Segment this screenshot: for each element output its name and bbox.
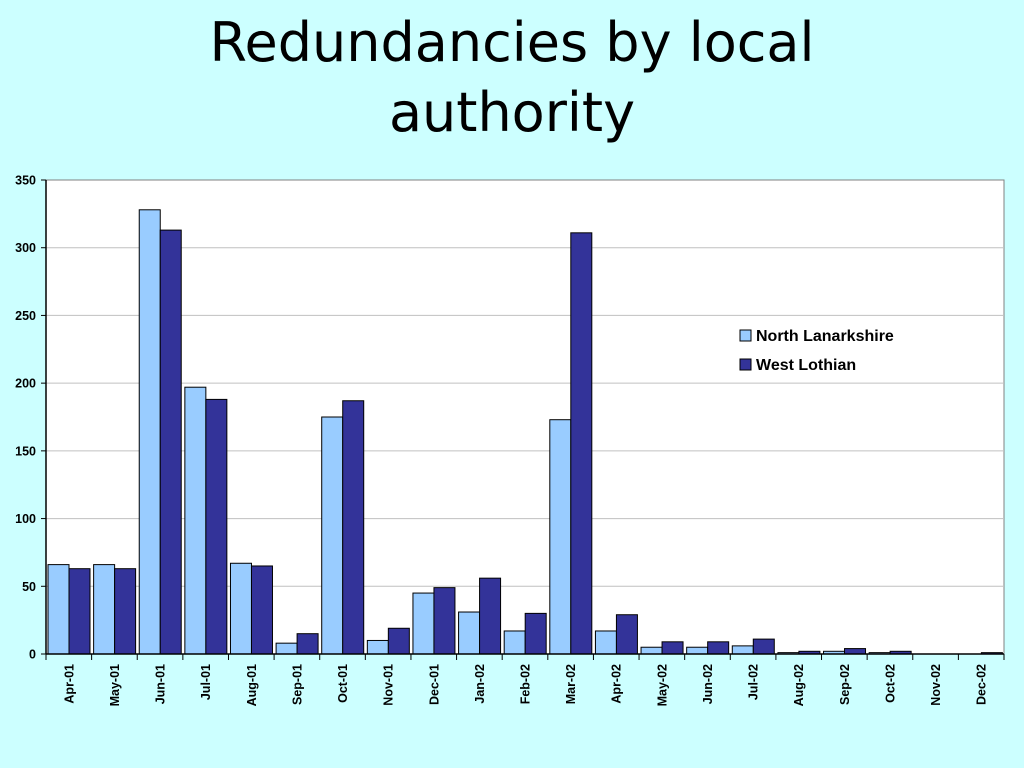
bar-west-lothian bbox=[387, 627, 410, 655]
bar-west-lothian bbox=[433, 587, 456, 655]
y-tick-label: 350 bbox=[15, 174, 36, 188]
bar-north-lanarkshire bbox=[275, 642, 298, 655]
x-tick-label: Jul-01 bbox=[199, 664, 213, 700]
y-tick-label: 50 bbox=[22, 580, 36, 594]
bar-west-lothian bbox=[524, 612, 547, 655]
bar-west-lothian bbox=[296, 633, 319, 655]
bar-west-lothian bbox=[342, 400, 365, 655]
bar-north-lanarkshire bbox=[458, 611, 481, 655]
x-tick-label: Jan-02 bbox=[473, 664, 487, 704]
bar-north-lanarkshire bbox=[549, 419, 572, 655]
bar-north-lanarkshire bbox=[47, 564, 70, 655]
legend-swatch bbox=[739, 358, 752, 371]
bar-north-lanarkshire bbox=[138, 209, 161, 655]
x-tick-label: Feb-02 bbox=[519, 664, 533, 704]
bar-north-lanarkshire bbox=[686, 646, 709, 655]
bar-north-lanarkshire bbox=[184, 386, 207, 655]
bar-west-lothian bbox=[752, 638, 775, 655]
bar-west-lothian bbox=[570, 232, 593, 655]
x-tick-label: Dec-02 bbox=[975, 664, 989, 705]
x-tick-label: Nov-02 bbox=[929, 664, 943, 706]
x-tick-label: Aug-02 bbox=[792, 664, 806, 706]
x-tick-label: Jul-02 bbox=[747, 664, 761, 700]
x-tick-label: Mar-02 bbox=[564, 664, 578, 704]
x-tick-label: Dec-01 bbox=[427, 664, 441, 705]
x-tick-label: Apr-02 bbox=[610, 664, 624, 704]
bar-west-lothian bbox=[68, 568, 91, 655]
y-tick-label: 250 bbox=[15, 309, 36, 323]
y-tick-label: 300 bbox=[15, 241, 36, 255]
bar-north-lanarkshire bbox=[412, 592, 435, 655]
x-tick-label: Jun-01 bbox=[154, 664, 168, 704]
bar-west-lothian bbox=[844, 648, 867, 655]
y-tick-label: 150 bbox=[15, 444, 36, 458]
y-tick-label: 100 bbox=[15, 512, 36, 526]
slide-title-line-1: Redundancies by local bbox=[209, 11, 815, 74]
bar-west-lothian bbox=[707, 641, 730, 655]
x-tick-label: Sep-02 bbox=[838, 664, 852, 705]
bar-west-lothian bbox=[205, 398, 228, 655]
bar-west-lothian bbox=[114, 568, 137, 655]
legend-swatch bbox=[739, 329, 752, 342]
bar-north-lanarkshire bbox=[93, 564, 116, 655]
x-tick-label: May-02 bbox=[655, 664, 669, 706]
bar-north-lanarkshire bbox=[594, 630, 617, 655]
bar-west-lothian bbox=[615, 614, 638, 655]
x-tick-label: Apr-01 bbox=[62, 664, 76, 704]
bar-west-lothian bbox=[250, 565, 273, 655]
bar-north-lanarkshire bbox=[366, 639, 389, 655]
legend-label: West Lothian bbox=[756, 357, 856, 374]
legend-label: North Lanarkshire bbox=[756, 328, 894, 345]
x-tick-label: May-01 bbox=[108, 664, 122, 706]
bar-west-lothian bbox=[479, 577, 502, 655]
x-tick-label: Aug-01 bbox=[245, 664, 259, 706]
bar-north-lanarkshire bbox=[321, 416, 344, 655]
x-tick-label: Oct-02 bbox=[883, 664, 897, 703]
bar-north-lanarkshire bbox=[640, 646, 663, 655]
bar-west-lothian bbox=[159, 229, 182, 655]
x-tick-label: Nov-01 bbox=[382, 664, 396, 706]
slide-title: Redundancies by local authority bbox=[0, 8, 1024, 148]
x-tick-label: Oct-01 bbox=[336, 664, 350, 703]
x-tick-label: Jun-02 bbox=[701, 664, 715, 704]
bar-north-lanarkshire bbox=[503, 630, 526, 655]
y-tick-label: 200 bbox=[15, 377, 36, 391]
slide-title-line-2: authority bbox=[388, 81, 636, 144]
bar-north-lanarkshire bbox=[731, 645, 754, 655]
y-tick-label: 0 bbox=[29, 648, 36, 662]
bar-north-lanarkshire bbox=[229, 562, 252, 655]
bar-west-lothian bbox=[661, 641, 684, 655]
x-tick-label: Sep-01 bbox=[290, 664, 304, 705]
